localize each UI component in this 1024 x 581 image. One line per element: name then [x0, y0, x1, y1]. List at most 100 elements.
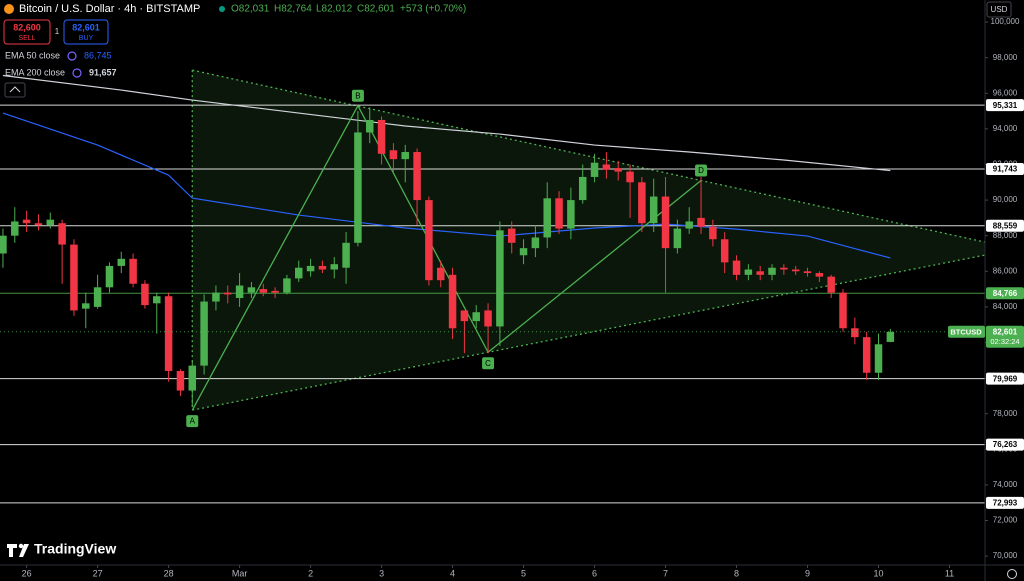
plot-area: A B C D: [0, 69, 986, 504]
ohlc-low: L82,012: [316, 4, 353, 15]
y-tick-label: 88,000: [993, 231, 1018, 240]
x-tick-label: 28: [164, 568, 174, 578]
indicator-value: 91,657: [89, 67, 117, 77]
indicator-name: EMA 200 close: [5, 67, 65, 77]
spread: 1: [55, 27, 60, 36]
candle-body: [105, 265, 114, 288]
ohlc-open: O82,031: [231, 4, 270, 15]
level-label: 84,766: [993, 289, 1018, 298]
x-tick-label: 11: [945, 568, 954, 578]
level-label: 79,969: [993, 374, 1018, 383]
candle-body: [413, 152, 421, 201]
candle-body: [306, 265, 315, 272]
candle-body: [318, 265, 327, 270]
pattern-point-box: [695, 164, 708, 177]
candle-body: [697, 217, 705, 227]
candle-body: [709, 226, 717, 240]
y-tick-label: 74,000: [993, 480, 1018, 489]
pattern-point-label: C: [485, 359, 491, 368]
brand-logo: TradingView: [7, 541, 116, 557]
candle-body: [732, 260, 741, 275]
last-price-label: 82,601: [993, 327, 1018, 336]
settings-button[interactable]: [1007, 569, 1017, 579]
buy-label: BUY: [79, 35, 94, 42]
level-label: 95,331: [993, 101, 1018, 110]
y-tick-label: 96,000: [993, 88, 1018, 97]
y-tick-label: 84,000: [993, 302, 1018, 311]
candle-body: [590, 162, 599, 177]
logo-mark: [7, 544, 17, 557]
pattern-point-box: [186, 415, 199, 428]
candle-body: [567, 200, 575, 229]
candle-body: [555, 198, 563, 229]
candle-body: [614, 168, 622, 172]
x-tick-label: 8: [734, 568, 739, 578]
level-label-box: [986, 219, 1024, 232]
candle-body: [164, 296, 173, 371]
indicator-icon[interactable]: [67, 51, 77, 61]
candle-body: [82, 303, 90, 309]
collapse-button[interactable]: [4, 82, 26, 98]
candle-body: [531, 237, 540, 249]
buy-button[interactable]: [63, 19, 109, 45]
sell-button[interactable]: [3, 19, 51, 45]
candle-body: [460, 310, 469, 322]
x-tick-label: 9: [805, 568, 810, 578]
level-label: 76,263: [993, 440, 1018, 449]
axes: 70,00072,00074,00076,00078,00080,00082,0…: [22, 17, 1024, 578]
brand: TradingView: [34, 541, 116, 557]
x-tick-label: 2: [308, 568, 313, 578]
ohlc-high: H82,764: [274, 4, 312, 15]
ohlc-close: C82,601: [357, 4, 395, 15]
candle-body: [862, 337, 871, 373]
candle-body: [0, 235, 7, 254]
indicator-icon[interactable]: [72, 68, 82, 78]
level-label: 72,993: [993, 498, 1018, 507]
symbol-label: BTCUSD: [950, 327, 982, 336]
x-tick-label: Mar: [232, 568, 248, 578]
candle-body: [602, 164, 611, 170]
header: Bitcoin / U.S. Dollar · 4h · BITSTAMP O8…: [3, 1, 1017, 579]
candle-body: [401, 152, 409, 160]
candle-body: [330, 264, 338, 270]
candle-body: [389, 150, 398, 160]
level-label-box: [986, 99, 1024, 112]
candle-body: [129, 258, 137, 284]
pattern-point-box: [482, 357, 495, 370]
level-label-box: [986, 287, 1024, 300]
candle-body: [472, 312, 480, 322]
candle-body: [271, 290, 279, 293]
candle-body: [212, 292, 220, 302]
candle-body: [141, 283, 149, 306]
collapse-icon: [9, 86, 21, 93]
candle-body: [93, 287, 102, 307]
candle-body: [886, 331, 895, 342]
candle-body: [874, 344, 883, 373]
candle-body: [638, 182, 646, 224]
candle-body: [200, 301, 208, 366]
y-tick-label: 78,000: [993, 409, 1018, 418]
last-price-box: [986, 325, 1024, 348]
y-tick-label: 86,000: [993, 266, 1018, 275]
candle-body: [507, 228, 516, 243]
candle-body: [827, 276, 835, 293]
candle-body: [756, 271, 764, 275]
candle-body: [342, 242, 350, 268]
x-tick-label: 26: [22, 568, 32, 578]
candle-body: [448, 274, 457, 329]
sell-price: 82,600: [13, 22, 41, 32]
candle-body: [851, 328, 859, 338]
currency: USD: [991, 5, 1008, 14]
buy-price: 82,601: [72, 22, 100, 32]
y-tick-label: 98,000: [993, 53, 1018, 62]
level-label-box: [986, 163, 1024, 176]
candle-body: [803, 271, 812, 274]
pattern-point-box: [351, 89, 364, 102]
candle-body: [685, 221, 693, 229]
bitcoin-icon: [4, 4, 14, 14]
y-tick-label: 90,000: [993, 195, 1018, 204]
currency-button[interactable]: [986, 1, 1012, 18]
candle-body: [354, 132, 362, 243]
candle-body: [176, 370, 185, 391]
candle-body: [11, 221, 19, 236]
